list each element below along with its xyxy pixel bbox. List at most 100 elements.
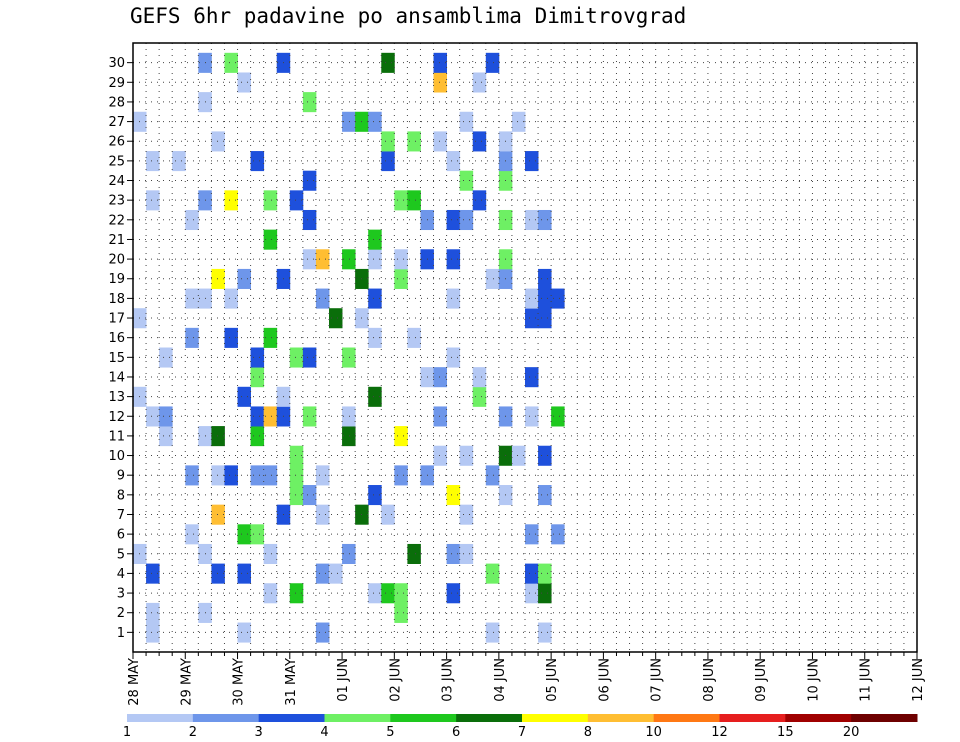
heatmap-cell <box>485 465 500 486</box>
heatmap-cell <box>315 465 330 486</box>
heatmap-cell <box>237 386 251 407</box>
heatmap-cell <box>211 504 225 525</box>
heatmap-cell <box>368 249 382 270</box>
x-tick-label: 08 JUN <box>702 658 717 702</box>
heatmap-cell <box>146 602 160 623</box>
heatmap-cell <box>538 209 552 231</box>
legend-swatch <box>719 714 786 722</box>
legend-swatch <box>258 714 325 722</box>
y-tick-label: 17 <box>108 312 125 327</box>
heatmap-cell <box>394 426 408 447</box>
heatmap-cell <box>394 190 408 211</box>
heatmap-cell <box>433 72 447 93</box>
heatmap-cell <box>394 465 408 486</box>
heatmap-cell <box>315 504 330 525</box>
legend-label: 12 <box>711 725 728 740</box>
x-tick-label: 05 JUN <box>545 658 560 702</box>
heatmap-cell <box>485 622 500 643</box>
heatmap-cell <box>381 504 395 525</box>
legend-swatch <box>192 714 260 722</box>
heatmap-cell <box>511 445 526 466</box>
y-tick-label: 22 <box>108 213 125 228</box>
legend-label: 3 <box>255 725 263 740</box>
y-tick-label: 25 <box>108 154 125 169</box>
heatmap-cell <box>538 485 552 506</box>
y-tick-label: 12 <box>108 410 125 425</box>
legend-label: 10 <box>645 725 662 740</box>
heatmap-cell <box>538 563 552 584</box>
heatmap-cell <box>329 563 343 584</box>
heatmap-cell <box>211 426 225 447</box>
y-tick-label: 28 <box>108 95 125 110</box>
heatmap-cell <box>289 445 304 466</box>
heatmap-cell <box>289 485 304 506</box>
heatmap-cell <box>407 543 421 564</box>
y-tick-label: 7 <box>117 508 125 523</box>
heatmap-cell <box>250 465 265 486</box>
heatmap-cell <box>368 288 382 309</box>
color-legend: 1 2 3 4 5 6 7 8 10 12 15 20 <box>123 714 918 740</box>
heatmap-cell <box>146 622 160 643</box>
heatmap-cell <box>459 445 474 466</box>
heatmap-cell <box>237 72 251 93</box>
heatmap-cell <box>368 583 382 604</box>
legend-label: 15 <box>777 725 794 740</box>
heatmap-cell <box>446 543 461 564</box>
heatmap-cell <box>446 485 461 506</box>
member-axis: 1234567891011121314151617181920212223242… <box>108 56 133 641</box>
heatmap-cell <box>315 288 330 309</box>
legend-swatch <box>456 714 523 722</box>
heatmap-cell <box>472 72 487 93</box>
heatmap-cell <box>407 327 421 348</box>
heatmap-cell <box>263 190 278 211</box>
heatmap-cell <box>302 485 317 506</box>
x-tick-label: 02 JUN <box>388 658 403 702</box>
y-tick-label: 1 <box>117 626 125 641</box>
heatmap-cell <box>538 622 552 643</box>
heatmap-cell <box>525 406 539 427</box>
heatmap-cell <box>394 602 408 623</box>
legend-swatch <box>522 714 589 722</box>
heatmap-cell <box>263 583 278 604</box>
heatmap-cell <box>159 426 173 447</box>
heatmap-cell <box>485 268 500 289</box>
heatmap-cell <box>472 131 487 152</box>
x-tick-label: 06 JUN <box>597 658 612 702</box>
time-axis: 28 MAY 29 MAY 30 MAY 31 MAY 01 JUN 02 JUN 03 J… <box>127 652 926 706</box>
heatmap-cell <box>146 190 160 211</box>
heatmap-cell <box>459 209 474 231</box>
heatmap-cell <box>146 151 160 172</box>
heatmap-cell <box>263 543 278 564</box>
heatmap-cell <box>289 347 304 368</box>
heatmap-cell <box>250 426 265 447</box>
heatmap-cell <box>538 308 552 329</box>
heatmap-cell <box>159 347 173 368</box>
heatmap-cell <box>459 170 474 191</box>
heatmap-cell <box>433 445 447 466</box>
heatmap-cell <box>237 524 251 545</box>
y-tick-label: 19 <box>108 272 125 287</box>
x-tick-label: 10 JUN <box>806 658 821 702</box>
heatmap-cell <box>381 131 395 152</box>
heatmap-cell <box>342 426 356 447</box>
x-tick-label: 31 MAY <box>284 658 299 706</box>
x-tick-label: 01 JUN <box>336 658 351 702</box>
heatmap-cell <box>250 347 265 368</box>
y-tick-label: 15 <box>108 351 125 366</box>
heatmap-cell <box>525 209 539 231</box>
heatmap-cell <box>551 524 565 545</box>
heatmap-cell <box>185 209 199 231</box>
legend-swatch <box>785 714 852 722</box>
heatmap-cell <box>381 52 395 73</box>
heatmap-cell <box>407 131 421 152</box>
y-tick-label: 20 <box>108 253 125 268</box>
heatmap-cell <box>394 268 408 289</box>
legend-label: 8 <box>584 725 592 740</box>
heatmap-cell <box>525 524 539 545</box>
heatmap-cell <box>224 190 238 211</box>
y-tick-label: 29 <box>108 76 125 91</box>
heatmap-cell <box>342 249 356 270</box>
heatmap-cell <box>185 288 199 309</box>
heatmap-cell <box>538 268 552 289</box>
heatmap-cell <box>211 268 225 289</box>
